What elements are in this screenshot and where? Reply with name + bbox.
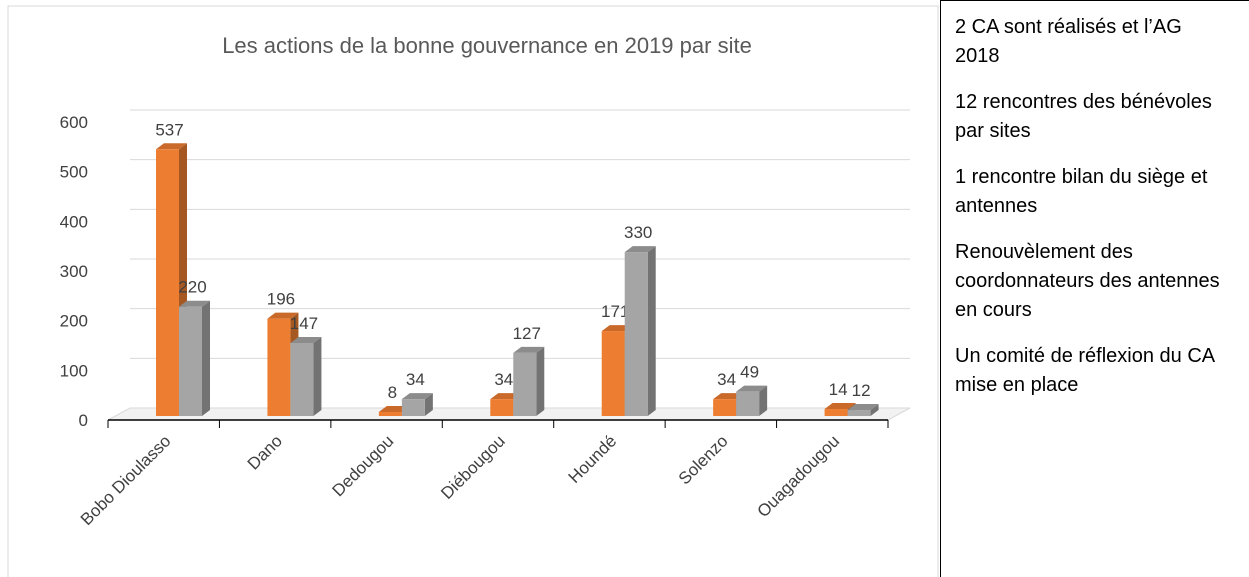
chart-border bbox=[7, 5, 939, 577]
bar-side bbox=[424, 393, 433, 416]
chart-title: Les actions de la bonne gouvernance en 2… bbox=[222, 33, 752, 58]
data-label: 147 bbox=[290, 314, 318, 333]
data-label: 8 bbox=[388, 383, 397, 402]
x-tick-label: Ouagadougou bbox=[753, 431, 843, 521]
bar-side bbox=[870, 404, 879, 416]
bar-front bbox=[401, 399, 425, 416]
bar-side bbox=[759, 385, 768, 416]
bar bbox=[179, 300, 210, 416]
note: 1 rencontre bilan du siège et antennes bbox=[955, 166, 1208, 217]
bar-side bbox=[202, 300, 210, 416]
bar bbox=[290, 336, 322, 416]
bar-side bbox=[536, 346, 545, 416]
bar bbox=[624, 246, 656, 416]
data-label: 12 bbox=[852, 381, 871, 400]
bar-front bbox=[378, 412, 402, 416]
bar-top bbox=[290, 336, 322, 343]
data-label: 49 bbox=[740, 363, 759, 382]
bar bbox=[847, 404, 879, 416]
bar-front bbox=[156, 149, 179, 417]
note: Un comité de réflexion du CA mise en pla… bbox=[955, 345, 1215, 396]
x-tick-label: Dedougou bbox=[328, 431, 397, 500]
bar bbox=[513, 346, 545, 416]
bar-front bbox=[601, 331, 625, 416]
bar-top bbox=[401, 393, 433, 400]
note: 2 CA sont réalisés et l’AG 2018 bbox=[955, 16, 1182, 67]
data-label: 34 bbox=[494, 370, 513, 389]
y-tick-label: 600 bbox=[60, 113, 88, 132]
x-tick-label: Diébougou bbox=[437, 431, 509, 503]
chart: Les actions de la bonne gouvernance en 2… bbox=[7, 5, 939, 577]
note: 12 rencontres des bénévoles par sites bbox=[955, 91, 1212, 142]
bar-front bbox=[824, 409, 848, 416]
x-tick-label: Bobo Dioulasso bbox=[77, 431, 175, 529]
bar-top bbox=[156, 143, 187, 150]
bar-top bbox=[736, 385, 768, 392]
y-tick-label: 100 bbox=[60, 361, 88, 380]
bar-front bbox=[713, 399, 737, 416]
data-label: 537 bbox=[155, 120, 183, 139]
bar-front bbox=[490, 399, 514, 416]
bar bbox=[401, 393, 433, 416]
bar-front bbox=[290, 342, 314, 416]
x-tick-label: Dano bbox=[244, 431, 286, 473]
bar-front bbox=[513, 352, 537, 416]
y-tick-label: 400 bbox=[60, 212, 88, 231]
bar-top bbox=[624, 246, 656, 253]
bar-top bbox=[824, 403, 856, 410]
bar-front bbox=[267, 318, 291, 416]
note: Renouvèlement des coordonnateurs des ant… bbox=[955, 241, 1220, 321]
data-label: 14 bbox=[829, 380, 848, 399]
bar-side bbox=[313, 336, 322, 416]
data-label: 127 bbox=[513, 324, 541, 343]
y-tick-label: 300 bbox=[60, 262, 88, 281]
data-label: 196 bbox=[267, 290, 295, 309]
y-tick-label: 0 bbox=[79, 411, 88, 430]
bar-front bbox=[624, 252, 648, 416]
bar bbox=[736, 385, 768, 416]
data-label: 34 bbox=[406, 370, 425, 389]
data-label: 34 bbox=[717, 370, 736, 389]
data-label: 171 bbox=[601, 302, 629, 321]
bar-side bbox=[647, 246, 656, 416]
bar-top bbox=[267, 312, 299, 319]
x-tick-label: Solenzo bbox=[675, 431, 732, 488]
bar-front bbox=[847, 410, 871, 416]
bar-top bbox=[847, 404, 879, 411]
notes-panel: 2 CA sont réalisés et l’AG 2018 12 rencon… bbox=[940, 0, 1249, 577]
data-label: 330 bbox=[624, 223, 652, 242]
y-tick-label: 200 bbox=[60, 312, 88, 331]
bar-front bbox=[179, 306, 202, 416]
data-label: 220 bbox=[178, 278, 206, 297]
y-tick-label: 500 bbox=[60, 163, 88, 182]
bar-top bbox=[513, 346, 545, 353]
bar-front bbox=[736, 391, 760, 416]
bar-top bbox=[179, 300, 210, 307]
x-tick-label: Houndé bbox=[565, 431, 621, 487]
